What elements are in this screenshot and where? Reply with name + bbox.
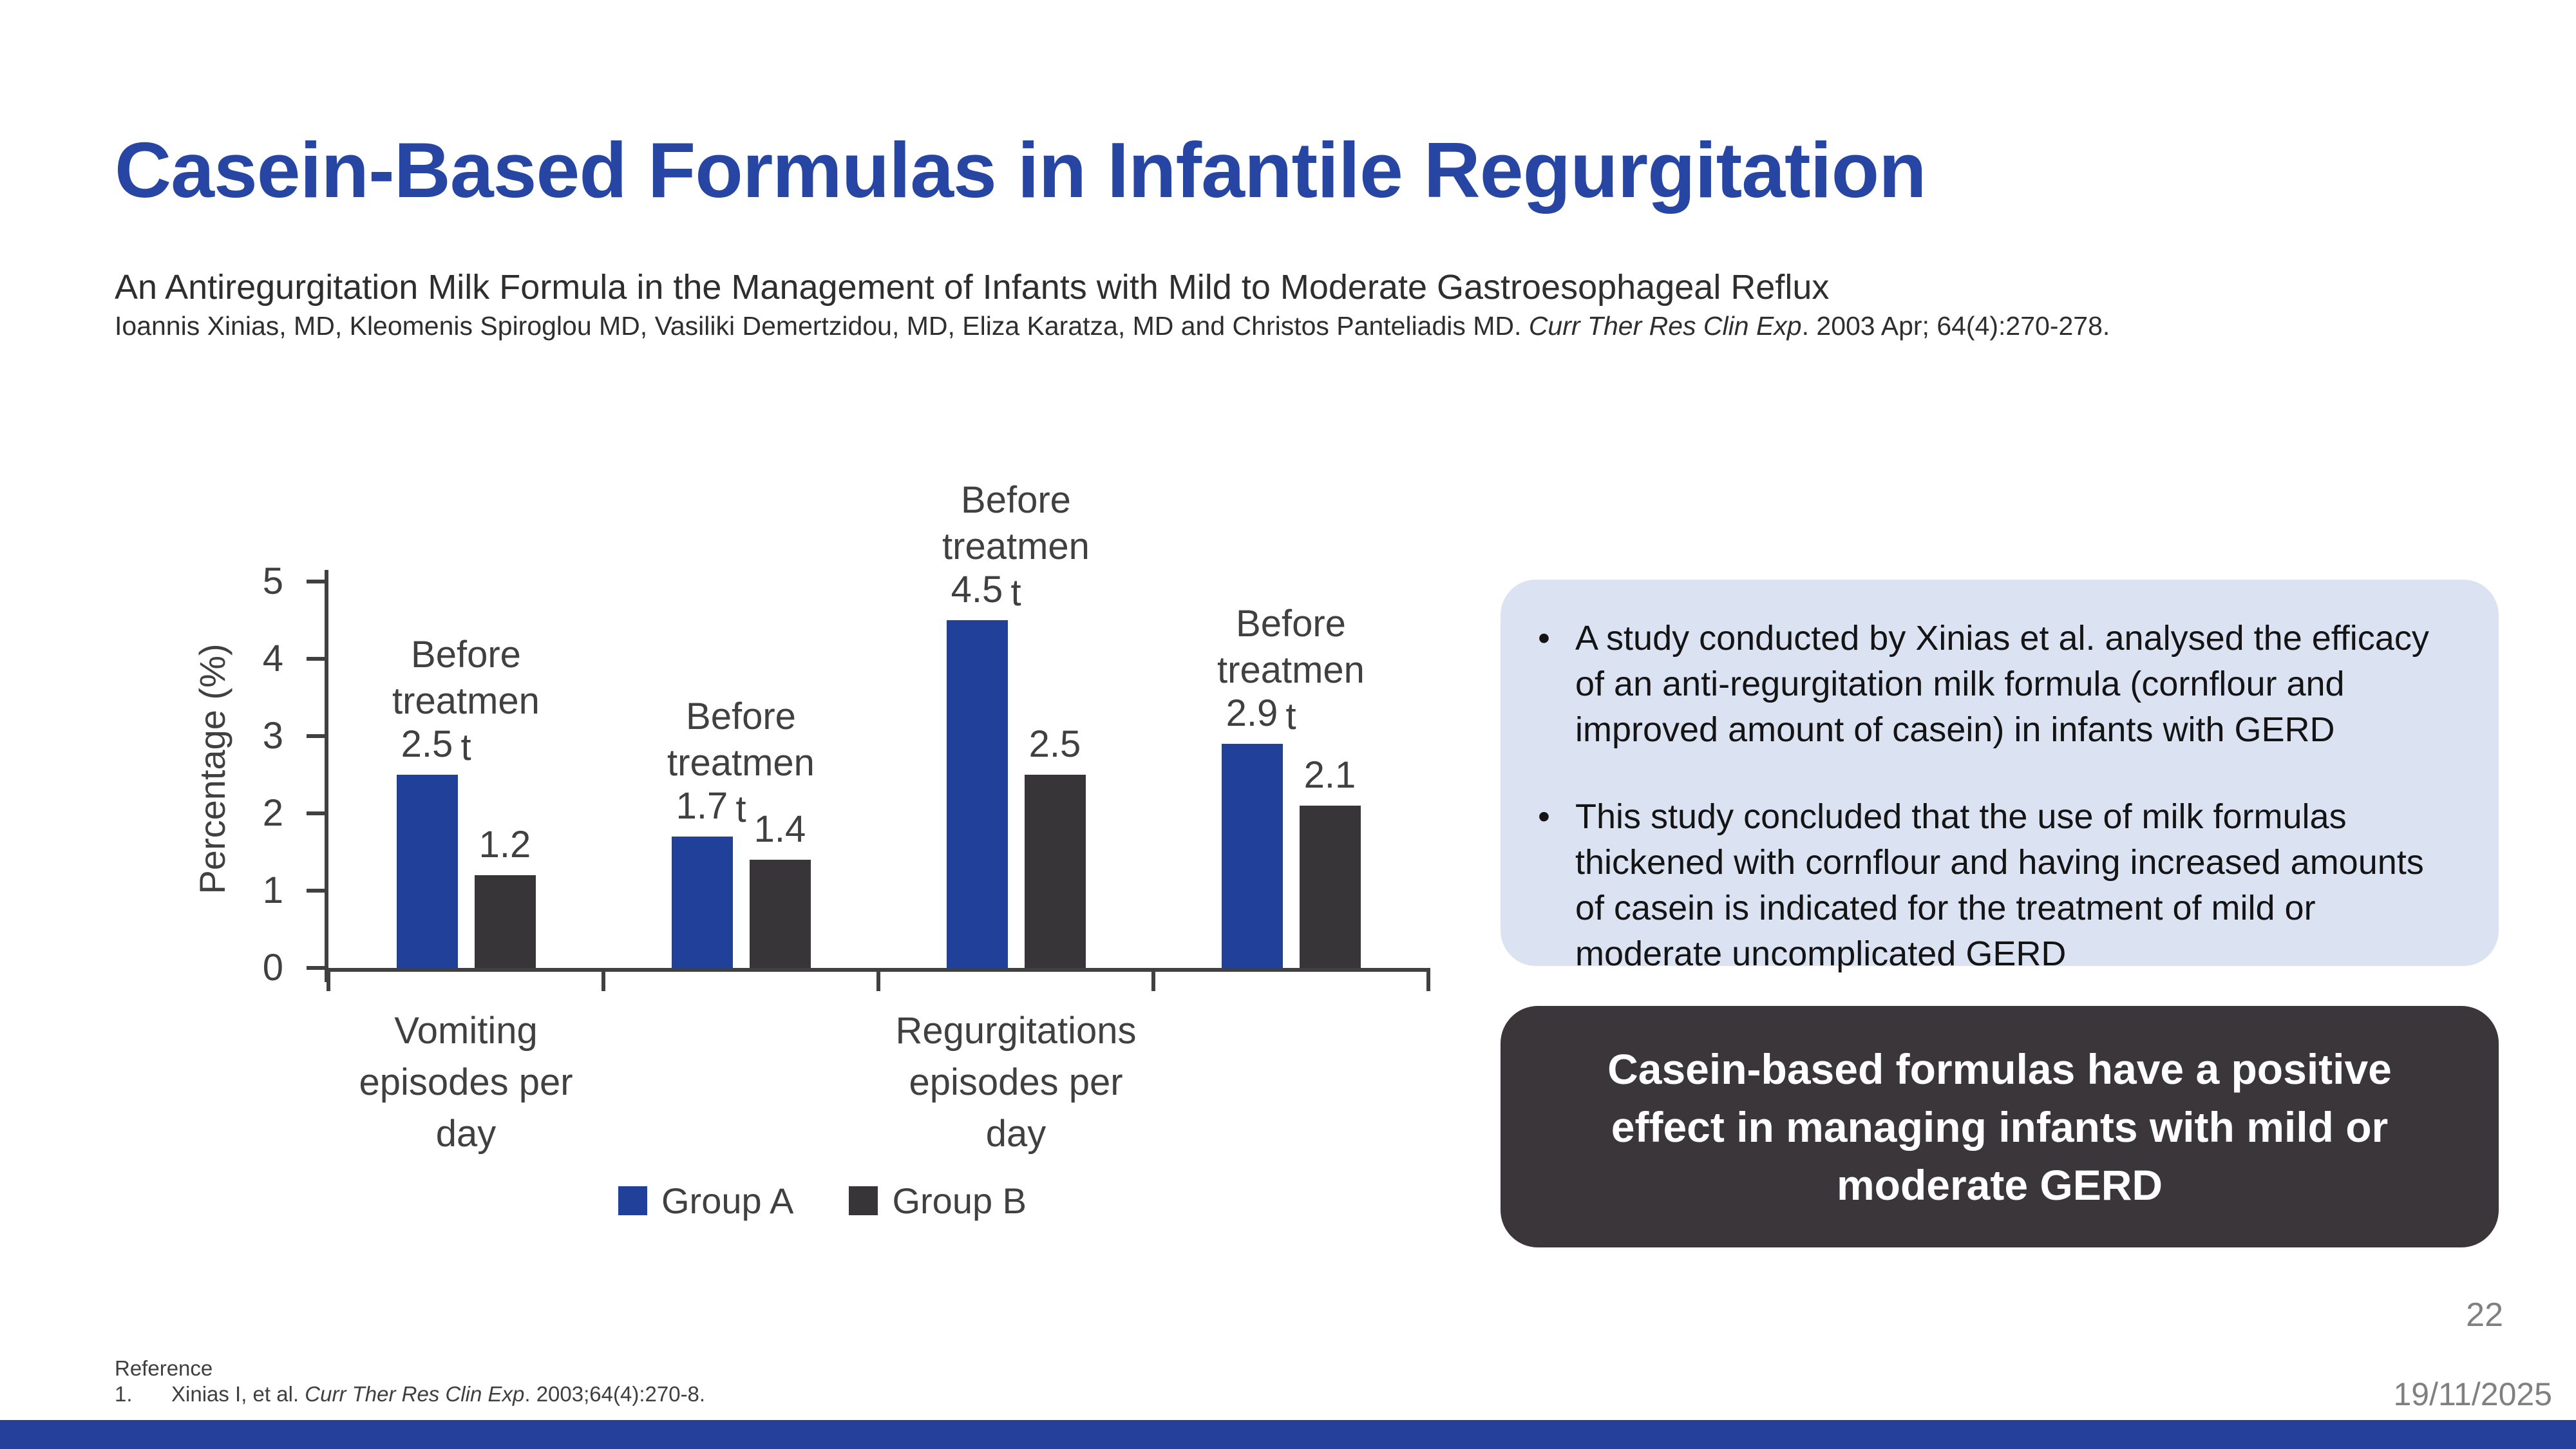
y-axis-tick <box>307 966 325 970</box>
label-line: episodes per <box>909 1061 1123 1103</box>
cluster-label: Before treatmen t <box>606 694 876 833</box>
label-line: t <box>460 726 471 768</box>
y-tick-label: 2 <box>262 792 283 834</box>
data-label-group-a: 2.5 <box>401 723 453 765</box>
label-line: treatmen <box>1217 649 1365 691</box>
reference-journal: Curr Ther Res Clin Exp <box>305 1382 525 1406</box>
bar-group-a <box>396 775 458 968</box>
label-line: episodes per <box>359 1061 573 1103</box>
legend-swatch-group-a <box>618 1186 647 1215</box>
label-line: Before <box>686 696 796 737</box>
reference-authors: Xinias I, et al. <box>171 1382 305 1406</box>
x-axis-tick <box>1151 968 1155 991</box>
bar-group-a <box>946 620 1008 968</box>
bar-group-b <box>474 875 536 968</box>
label-line: Regurgitations <box>895 1010 1137 1052</box>
data-label-group-a: 4.5 <box>951 569 1003 611</box>
bottom-accent-bar <box>0 1420 2576 1449</box>
reference-item: 1. Xinias I, et al. Curr Ther Res Clin Ex… <box>115 1382 705 1406</box>
label-line: t <box>1285 696 1296 737</box>
chart-legend: Group A Group B <box>618 1180 1027 1222</box>
data-label-group-b: 1.2 <box>478 824 531 866</box>
cluster-label: Before treatmen t <box>331 632 601 771</box>
summary-box: • A study conducted by Xinias et al. ana… <box>1501 580 2499 973</box>
bullet-icon: • <box>1538 619 1550 658</box>
data-label-group-b: 2.1 <box>1303 754 1356 796</box>
y-axis-tick <box>307 734 325 738</box>
slide-date: 19/11/2025 <box>2393 1376 2552 1412</box>
bar-group-b <box>1299 806 1361 968</box>
x-axis-tick <box>1426 968 1430 991</box>
reference-heading: Reference <box>115 1356 213 1380</box>
citation-journal: Curr Ther Res Clin Exp <box>1528 311 1802 341</box>
category-label: Regurgitations episodes per day <box>823 1005 1209 1160</box>
page-number: 22 <box>2466 1296 2503 1334</box>
category-label: Vomiting episodes per day <box>273 1005 659 1160</box>
y-tick-label: 0 <box>262 947 283 989</box>
legend-label-group-a: Group A <box>661 1180 794 1221</box>
summary-bullet-1-text: A study conducted by Xinias et al. analy… <box>1575 619 2429 749</box>
y-tick-label: 4 <box>262 638 283 679</box>
y-axis-tick <box>307 657 325 661</box>
legend-label-group-b: Group B <box>892 1180 1027 1221</box>
y-tick-label: 1 <box>262 869 283 911</box>
study-title: An Antiregurgitation Milk Formula in the… <box>115 268 1830 307</box>
data-label-group-a: 2.9 <box>1226 692 1278 734</box>
y-tick-label: 5 <box>262 560 283 602</box>
data-label-group-a: 1.7 <box>676 785 728 827</box>
bar-group-a <box>671 837 733 968</box>
data-label-group-b: 2.5 <box>1028 723 1081 765</box>
label-line: day <box>985 1113 1046 1155</box>
citation-authors: Ioannis Xinias, MD, Kleomenis Spiroglou … <box>115 311 1529 341</box>
cluster-label: Before treatmen t <box>1156 601 1426 740</box>
conclusion-text: Casein-based formulas have a positive ef… <box>1607 1045 2392 1209</box>
data-label-group-b: 1.4 <box>753 808 806 850</box>
legend-item-group-b: Group B <box>849 1180 1027 1222</box>
y-axis-line <box>325 570 328 982</box>
label-line: day <box>435 1113 497 1155</box>
reference-number: 1. <box>115 1382 133 1406</box>
bar-group-b <box>1024 775 1086 968</box>
label-line: Before <box>961 479 1071 521</box>
legend-swatch-group-b <box>849 1186 878 1215</box>
y-axis-tick <box>307 811 325 815</box>
bullet-icon: • <box>1538 797 1550 836</box>
reference-issue: . 2003;64(4):270-8. <box>524 1382 706 1406</box>
x-axis-tick <box>876 968 880 991</box>
citation-issue: . 2003 Apr; 64(4):270-278. <box>1801 311 2110 341</box>
y-axis-title: Percentage (%) <box>192 643 232 895</box>
label-line: treatmen <box>667 742 815 784</box>
label-line: t <box>735 788 746 830</box>
x-axis-tick <box>327 968 330 991</box>
y-axis-tick <box>307 580 325 583</box>
legend-item-group-a: Group A <box>618 1180 793 1222</box>
label-line: Before <box>411 634 521 676</box>
x-axis-tick <box>601 968 605 991</box>
label-line: Vomiting <box>394 1010 538 1052</box>
conclusion-box: Casein-based formulas have a positive ef… <box>1501 1006 2499 1247</box>
label-line: treatmen <box>392 680 540 722</box>
bar-group-a <box>1221 744 1283 968</box>
label-line: treatmen <box>942 526 1090 567</box>
summary-bullet-1: • A study conducted by Xinias et al. ana… <box>1538 616 2456 753</box>
cluster-label: Before treatmen t <box>881 477 1151 616</box>
label-line: Before <box>1236 603 1346 645</box>
y-tick-label: 3 <box>262 715 283 757</box>
y-axis-tick <box>307 889 325 893</box>
study-citation: Ioannis Xinias, MD, Kleomenis Spiroglou … <box>115 311 2369 341</box>
label-line: t <box>1010 572 1021 614</box>
page-title: Casein-Based Formulas in Infantile Regur… <box>115 126 1927 214</box>
bar-group-b <box>749 860 811 968</box>
summary-bullet-2: • This study concluded that the use of m… <box>1538 794 2456 977</box>
summary-bullet-2-text: This study concluded that the use of mil… <box>1575 797 2424 973</box>
